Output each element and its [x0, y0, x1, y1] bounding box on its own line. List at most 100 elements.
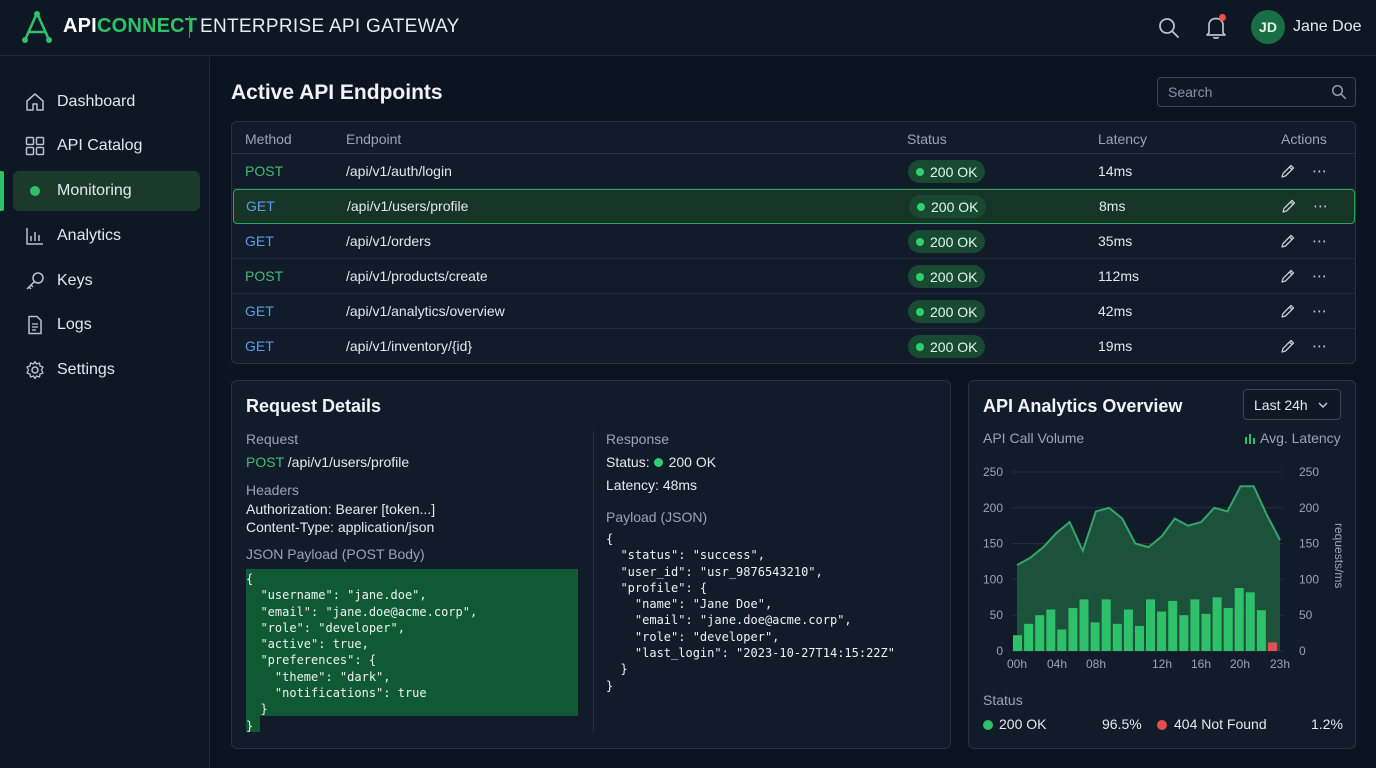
app-title: ENTERPRISE API GATEWAY [200, 16, 460, 37]
column-header-latency[interactable]: Latency [1098, 131, 1148, 147]
endpoint-cell: /api/v1/inventory/{id} [346, 338, 473, 354]
panel-title: Request Details [246, 396, 382, 416]
brand-logo-text[interactable]: APICONNECT [63, 15, 197, 38]
sidebar-item-analytics[interactable]: Analytics [13, 216, 200, 256]
column-header-method[interactable]: Method [245, 131, 292, 147]
avatar[interactable]: JD [1251, 10, 1285, 44]
sidebar-item-keys[interactable]: Keys [13, 261, 200, 301]
headers-label: Headers [246, 482, 299, 498]
sidebar-item-settings[interactable]: Settings [13, 350, 200, 390]
table-row[interactable]: POST /api/v1/auth/login 200 OK 14ms ⋯ [232, 154, 1355, 189]
search-icon[interactable] [1157, 16, 1181, 40]
top-bar: APICONNECT ENTERPRISE API GATEWAY JD Jan… [0, 0, 1376, 56]
y2-tick-label: 0 [1299, 644, 1306, 658]
column-header-endpoint[interactable]: Endpoint [346, 131, 402, 147]
sidebar-item-label: Dashboard [57, 93, 136, 110]
y2-tick-label: 50 [1299, 608, 1313, 622]
endpoint-cell: /api/v1/products/create [346, 268, 488, 284]
status-dot [916, 272, 924, 281]
more-icon[interactable]: ⋯ [1312, 233, 1328, 250]
key-icon [25, 271, 45, 291]
bar [1101, 599, 1111, 651]
table-row[interactable]: GET /api/v1/analytics/overview 200 OK 42… [232, 294, 1355, 329]
legend-label-not-found: 404 Not Found [1174, 716, 1267, 732]
time-range-dropdown[interactable]: Last 24h [1243, 389, 1341, 420]
notification-badge [1219, 14, 1226, 21]
y-tick-label: 150 [983, 537, 1003, 551]
edit-icon[interactable] [1281, 198, 1297, 214]
edit-icon[interactable] [1280, 163, 1296, 179]
more-icon[interactable]: ⋯ [1312, 338, 1328, 355]
status-badge: 200 OK [908, 335, 985, 358]
table-row-selected[interactable]: GET /api/v1/users/profile 200 OK 8ms ⋯ [233, 189, 1355, 224]
status-badge: 200 OK [908, 230, 985, 253]
bar [1201, 613, 1211, 651]
bar [1112, 623, 1122, 651]
sidebar-item-logs[interactable]: Logs [13, 305, 200, 345]
search-input[interactable] [1158, 78, 1328, 106]
bar [1256, 610, 1266, 651]
status-text: 200 OK [931, 198, 979, 215]
table-row[interactable]: GET /api/v1/inventory/{id} 200 OK 19ms ⋯ [232, 329, 1355, 363]
y-tick-label: 250 [983, 465, 1003, 479]
sidebar-item-label: Analytics [57, 227, 122, 244]
more-icon[interactable]: ⋯ [1312, 303, 1328, 320]
more-icon[interactable]: ⋯ [1312, 163, 1328, 180]
bar [1135, 625, 1144, 651]
active-indicator [0, 171, 4, 211]
method-cell: POST [245, 268, 284, 284]
table-row[interactable]: POST /api/v1/products/create 200 OK 112m… [232, 259, 1355, 294]
more-icon[interactable]: ⋯ [1312, 268, 1328, 285]
table-row[interactable]: GET /api/v1/orders 200 OK 35ms ⋯ [232, 224, 1355, 259]
sidebar-item-label: Logs [57, 316, 92, 333]
column-header-status[interactable]: Status [907, 131, 947, 147]
legend-dot-ok [983, 720, 993, 730]
sidebar-item-monitoring[interactable]: Monitoring [13, 171, 200, 211]
search-box[interactable] [1157, 77, 1356, 107]
method-cell: POST [245, 163, 284, 179]
request-line: POST /api/v1/users/profile [246, 454, 409, 470]
json-highlight [246, 569, 578, 716]
endpoint-cell: /api/v1/auth/login [346, 163, 452, 179]
x-tick-label: 16h [1191, 657, 1211, 671]
edit-icon[interactable] [1280, 233, 1296, 249]
bar-chart-icon [1245, 434, 1255, 444]
sidebar-item-dashboard[interactable]: Dashboard [13, 82, 200, 122]
response-json-payload[interactable]: { "status": "success", "user_id": "usr_9… [606, 532, 895, 693]
edit-icon[interactable] [1280, 268, 1296, 284]
y-tick-label: 0 [996, 644, 1003, 658]
time-range-value: Last 24h [1254, 397, 1308, 413]
more-icon[interactable]: ⋯ [1313, 198, 1329, 215]
request-details-panel: Request Details Request POST /api/v1/use… [231, 380, 951, 749]
bar [1234, 588, 1244, 651]
edit-icon[interactable] [1280, 338, 1296, 354]
brand-part-api: API [63, 15, 97, 37]
bell-icon[interactable] [1204, 14, 1228, 40]
bar [1245, 592, 1255, 651]
area-line [1016, 485, 1281, 566]
status-dot [916, 342, 924, 351]
edit-icon[interactable] [1280, 303, 1296, 319]
search-icon[interactable] [1331, 84, 1347, 100]
home-icon [25, 92, 45, 112]
latency-cell: 8ms [1099, 198, 1126, 214]
request-json-payload[interactable]: { "username": "jane.doe", "email": "jane… [246, 572, 478, 733]
bar [1013, 635, 1022, 651]
x-tick-label: 04h [1047, 657, 1067, 671]
y-tick-label: 100 [983, 572, 1003, 586]
bar [1168, 600, 1178, 651]
status-text: 200 OK [930, 163, 978, 180]
details-divider [593, 431, 594, 731]
sidebar-item-api-catalog[interactable]: API Catalog [13, 126, 200, 166]
bar [1024, 623, 1034, 651]
logo-icon [22, 11, 52, 43]
user-name[interactable]: Jane Doe [1293, 18, 1362, 35]
sidebar-item-label: Keys [57, 272, 93, 289]
grid-icon [25, 136, 45, 156]
endpoints-table: Method Endpoint Status Latency Actions P… [231, 121, 1356, 364]
analytics-chart: 0 0 50 50 100 100 150 150 200 200 250 250 requests/m… [983, 465, 1346, 671]
page-title: Active API Endpoints [231, 81, 443, 104]
response-status: Status: 200 OK [606, 454, 716, 470]
bar [1157, 611, 1167, 651]
x-tick-label: 20h [1230, 657, 1250, 671]
